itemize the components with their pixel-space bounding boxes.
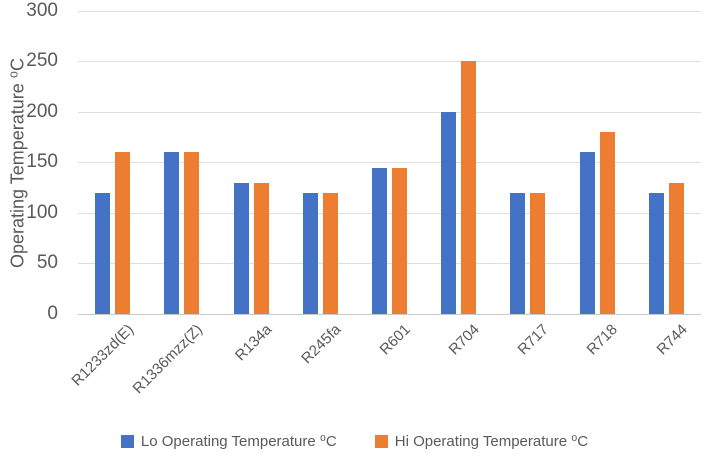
legend: Lo Operating Temperature ⁰C Hi Operating… (0, 432, 709, 450)
x-axis-label-R601: R601 (376, 321, 414, 359)
gridline (78, 112, 701, 113)
bar-hi-R704 (461, 61, 477, 314)
bar-lo-R704 (441, 112, 457, 314)
bar-lo-R134a (233, 183, 249, 314)
x-axis-label-R704: R704 (445, 321, 483, 359)
bar-lo-R1336mzz(Z) (164, 152, 180, 314)
bar-group-R717 (493, 11, 562, 314)
bar-groups (78, 11, 701, 314)
gridline (78, 213, 701, 214)
y-tick-label: 300 (26, 0, 58, 21)
x-axis-label-R718: R718 (583, 321, 622, 359)
x-axis-label-R1336mzz(Z): R1336mzz(Z) (129, 321, 206, 398)
bar-group-R601 (355, 11, 424, 314)
bar-group-R1336mzz(Z) (147, 11, 216, 314)
y-tick-label: 150 (26, 151, 58, 172)
bar-hi-R601 (391, 168, 407, 314)
y-tick-label: 50 (36, 252, 58, 273)
y-tick-label: 100 (26, 202, 58, 223)
bar-group-R718 (563, 11, 632, 314)
bar-lo-R718 (579, 152, 595, 314)
bar-group-R245fa (286, 11, 355, 314)
bar-lo-R245fa (302, 193, 318, 314)
bar-hi-R744 (668, 183, 684, 314)
gridline (78, 263, 701, 264)
bar-lo-R744 (648, 193, 664, 314)
y-tick-label: 0 (47, 303, 58, 324)
bar-lo-R717 (510, 193, 526, 314)
x-axis-label-R134a: R134a (231, 321, 276, 365)
legend-swatch-lo-icon (120, 434, 134, 448)
gridline (78, 61, 701, 62)
bar-hi-R717 (530, 193, 546, 314)
legend-label-hi: Hi Operating Temperature ⁰C (394, 433, 589, 450)
bar-group-R744 (632, 11, 701, 314)
bar-hi-R134a (253, 183, 269, 314)
gridline (78, 162, 701, 163)
legend-label-lo: Lo Operating Temperature ⁰C (140, 433, 337, 450)
plot-area (78, 11, 701, 315)
x-axis-label-R744: R744 (653, 321, 691, 359)
legend-item-lo: Lo Operating Temperature ⁰C (120, 432, 337, 450)
x-axis-label-R717: R717 (514, 321, 552, 359)
bar-group-R1233zd(E) (78, 11, 147, 314)
legend-swatch-hi-icon (374, 434, 388, 448)
bar-lo-R1233zd(E) (95, 193, 111, 314)
bar-group-R704 (424, 11, 493, 314)
x-axis-label-R245fa: R245fa (298, 321, 345, 368)
bar-hi-R718 (599, 132, 615, 314)
x-axis-label-R1233zd(E): R1233zd(E) (68, 321, 137, 390)
y-tick-label: 200 (26, 101, 58, 122)
gridline (78, 11, 701, 12)
bar-group-R134a (216, 11, 285, 314)
bar-hi-R245fa (322, 193, 338, 314)
y-tick-label: 250 (26, 50, 58, 71)
bar-lo-R601 (371, 168, 387, 314)
legend-item-hi: Hi Operating Temperature ⁰C (374, 432, 589, 450)
x-axis-line (78, 314, 701, 315)
bar-hi-R1233zd(E) (115, 152, 131, 314)
bar-hi-R1336mzz(Z) (184, 152, 200, 314)
